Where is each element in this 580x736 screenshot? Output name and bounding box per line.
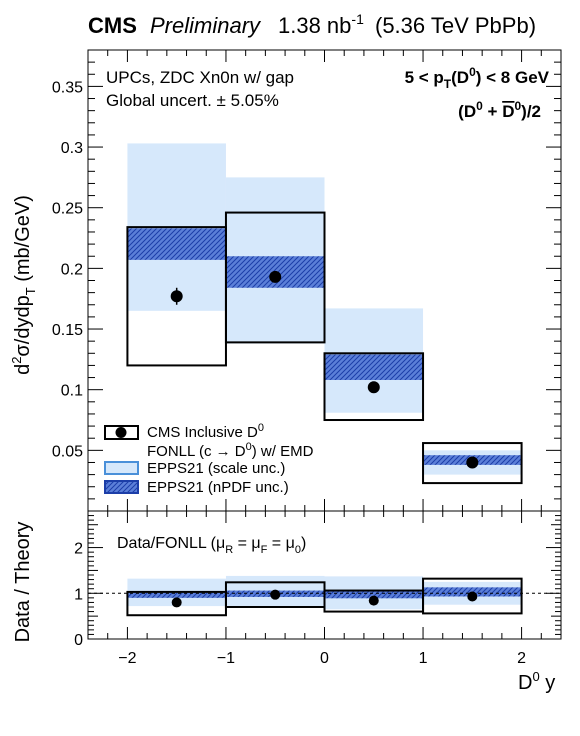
x-tick-label-1: −1 (217, 650, 235, 667)
legend-npdf-swatch (104, 480, 139, 494)
top-fonll-box-2 (323, 352, 425, 422)
top-data-point-3 (466, 456, 479, 469)
top-data-point-0 (170, 290, 183, 303)
ratio-panel-plot (88, 575, 561, 617)
lumi-main: 1.38 nb (278, 13, 351, 38)
x-axis-title: D0 y (518, 669, 555, 694)
preliminary-label: Preliminary (150, 13, 262, 38)
ratio-y-tick-label-1: 1 (74, 586, 83, 603)
ratio-data-point-1 (270, 589, 281, 600)
species-label: (D0 + D0)/2 (458, 99, 541, 121)
top-npdf-band-2 (324, 354, 424, 380)
top-y-tick-label-4: 0.25 (52, 201, 83, 218)
top-y-tick-label-5: 0.3 (61, 140, 83, 157)
cms-label: CMS (88, 13, 137, 38)
top-panel-plot (126, 143, 523, 485)
top-data-point-1 (269, 270, 282, 283)
ratio-data-point-3 (467, 591, 478, 602)
top-y-tick-label-3: 0.2 (61, 261, 83, 278)
top-y-tick-label-0: 0.05 (52, 443, 83, 460)
top-y-tick-label-1: 0.1 (61, 383, 83, 400)
legend-item-fonll: FONLL (c → D0) w/ EMD (147, 441, 314, 460)
top-y-tick-label-6: 0.35 (52, 79, 83, 96)
legend-item-scale: EPPS21 (scale unc.) (147, 460, 285, 477)
top-data-point-2 (367, 381, 380, 394)
selection-label: UPCs, ZDC Xn0n w/ gap (106, 68, 294, 87)
ratio-y-tick-label-0: 0 (74, 632, 83, 649)
lumi-exponent: -1 (351, 11, 364, 27)
top-y-tick-label-2: 0.15 (52, 322, 83, 339)
ratio-y-tick-label-2: 2 (74, 541, 83, 558)
ratio-fonll-box-3 (422, 577, 523, 615)
top-npdf-band-0 (127, 228, 226, 260)
x-tick-label-3: 1 (419, 650, 428, 667)
top-fonll-box-3 (422, 442, 523, 485)
ratio-panel-frame (87, 510, 562, 640)
ratio-npdf-band-2 (324, 590, 424, 599)
top-y-axis-title: d2σ/dydpT (mb/GeV) (9, 195, 38, 375)
legend: CMS Inclusive D0 FONLL (c → D0) w/ EMD E… (104, 422, 314, 496)
ratio-y-axis-title: Data / Theory (12, 522, 34, 643)
legend-data-marker (115, 427, 127, 438)
global-uncertainty-label: Global uncert. ± 5.05% (106, 91, 279, 110)
lumi-label: 1.38 nb-1 (278, 11, 364, 38)
ratio-data-point-2 (368, 595, 379, 606)
axes-group: 0.05 0.1 0.15 0.2 0.25 0.3 0.35 0 1 2 −2 −1 0 1 2 (52, 50, 562, 667)
legend-item-data: CMS Inclusive D0 (147, 422, 264, 441)
ratio-npdf-band-0 (127, 592, 226, 598)
legend-data-swatch (104, 425, 139, 440)
x-tick-label-4: 2 (517, 650, 526, 667)
x-tick-label-0: −2 (118, 650, 136, 667)
pt-range-label: 5 < pT(D0) < 8 GeV (405, 65, 550, 91)
ratio-panel-label: Data/FONLL (μR = μF = μ0) (117, 535, 306, 556)
legend-scale-swatch (104, 461, 139, 475)
legend-item-npdf: EPPS21 (nPDF unc.) (147, 479, 289, 496)
top-fonll-box-1 (224, 211, 326, 344)
energy-label: (5.36 TeV PbPb) (375, 13, 536, 38)
ratio-data-point-0 (171, 597, 182, 608)
x-tick-label-2: 0 (320, 650, 329, 667)
